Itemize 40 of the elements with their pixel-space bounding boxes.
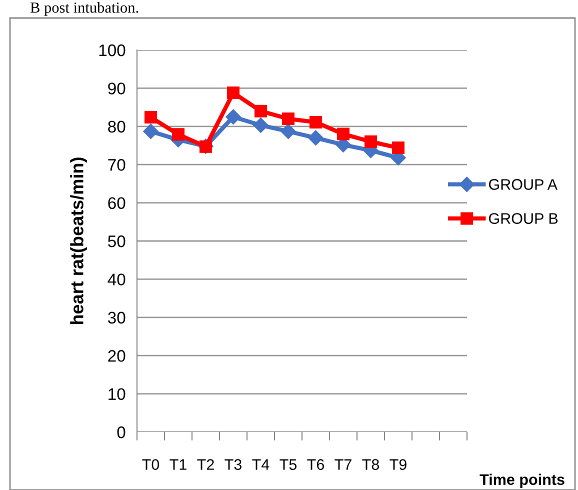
x-tick-label: T3 <box>224 459 242 470</box>
x-tick-label: T8 <box>362 459 379 470</box>
text: B post intubation. <box>30 2 138 16</box>
x-tick-label: T1 <box>170 459 186 470</box>
y-tick-label: 80 <box>108 120 126 133</box>
y-axis-title: heart rat(beats/min) <box>70 158 87 324</box>
point <box>310 116 322 128</box>
x-tick-label: T4 <box>252 459 270 470</box>
point <box>226 109 241 124</box>
y-tick-label: 60 <box>108 197 126 210</box>
x-tick-label: T7 <box>334 459 352 470</box>
y-tick-label: 100 <box>99 44 126 56</box>
y-tick-label: 90 <box>108 82 126 94</box>
x-tick-label: T9 <box>390 459 406 470</box>
point <box>143 124 158 139</box>
legend-label: GROUP B <box>488 213 558 224</box>
point <box>254 104 267 118</box>
point <box>253 118 268 133</box>
point <box>282 112 294 126</box>
y-tick-label: 0 <box>117 426 126 438</box>
y-tick-label: 40 <box>108 274 126 286</box>
point <box>337 128 350 140</box>
x-tick-label: T6 <box>307 459 324 470</box>
x-tick-label: T5 <box>280 459 297 470</box>
x-tick-label: T0 <box>142 459 160 470</box>
x-tick-label: T2 <box>197 459 214 470</box>
y-tick-label: 10 <box>108 388 126 400</box>
x-axis-title: Time points <box>480 474 564 488</box>
point <box>172 128 184 141</box>
point <box>364 135 377 148</box>
point <box>280 124 296 139</box>
y-tick-label: 70 <box>108 159 126 171</box>
point <box>308 130 324 146</box>
y-tick-label: 30 <box>108 312 126 324</box>
legend-label: GROUP A <box>488 179 558 190</box>
y-tick-label: 50 <box>108 235 126 248</box>
point <box>392 142 404 154</box>
point <box>227 86 240 100</box>
point <box>144 110 157 124</box>
y-tick-label: 20 <box>108 350 126 362</box>
